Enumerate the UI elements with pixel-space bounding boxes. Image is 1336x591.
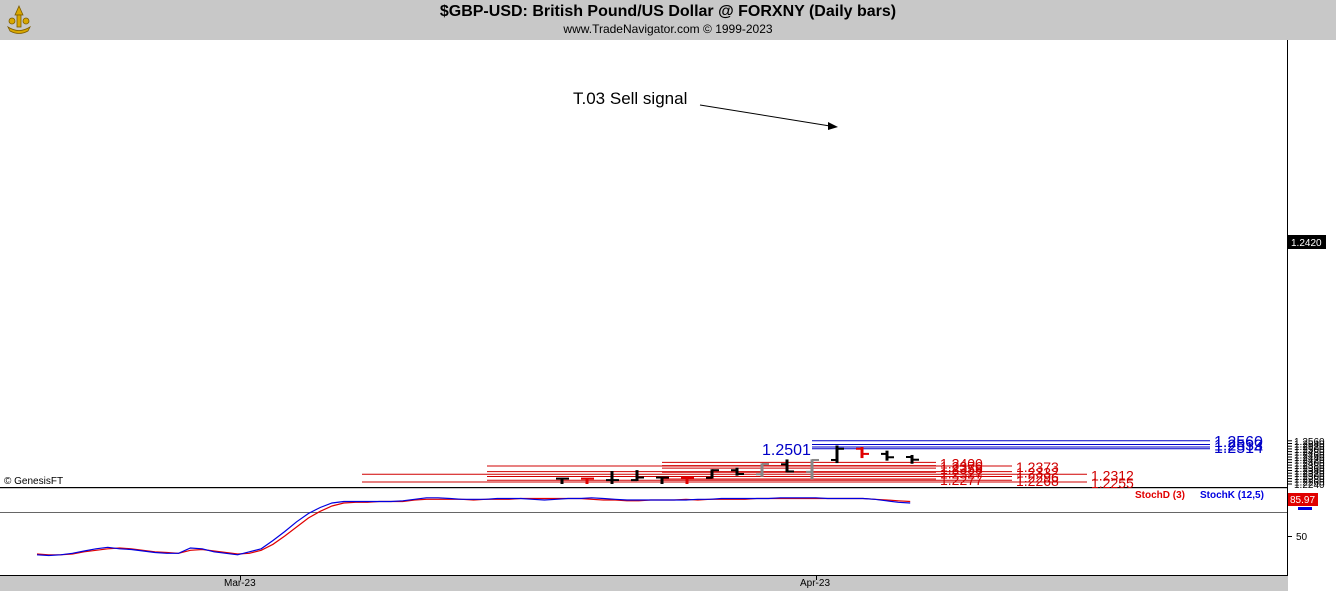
ohlc-bar xyxy=(806,458,819,480)
ohlc-bar xyxy=(756,463,769,477)
chart-header: $GBP-USD: British Pound/US Dollar @ FORX… xyxy=(0,0,1336,40)
ohlc-bar xyxy=(831,445,844,464)
ohlc-bar xyxy=(706,469,719,479)
blue-level-label: 1.2501 xyxy=(762,442,811,459)
price-tick-label: 1.2280 xyxy=(1294,475,1325,486)
ohlc-bar xyxy=(856,447,869,459)
x-label-apr: Apr-23 xyxy=(800,578,830,589)
ohlc-bar xyxy=(631,470,644,482)
price-tick-label: 1.2560 xyxy=(1294,437,1325,448)
price-tick-label: 1.2500 xyxy=(1294,445,1325,456)
price-tick-label: 1.2540 xyxy=(1294,440,1325,451)
price-tick-label: 1.2360 xyxy=(1294,464,1325,475)
red-level-label: 1.2327 xyxy=(940,465,983,481)
stochk-line xyxy=(36,497,911,557)
price-tick-label: 1.2260 xyxy=(1294,477,1325,488)
price-tick-label: 1.2520 xyxy=(1294,442,1325,453)
last-price-label: 1.2420 xyxy=(1291,238,1322,249)
price-tick-label: 1.2440 xyxy=(1294,453,1325,464)
blue-level-label: 1.2514 xyxy=(1214,440,1263,457)
x-label-mar: Mar-23 xyxy=(224,578,256,589)
blue-level-label: 1.2533 xyxy=(1214,437,1263,454)
price-tick-label: 1.2420 xyxy=(1294,456,1325,467)
ohlc-bar xyxy=(781,459,794,473)
red-level-label: 1.2312 xyxy=(1091,467,1134,483)
ohlc-bar xyxy=(556,477,569,484)
ohlc-bar xyxy=(606,471,619,484)
price-tick-label: 1.2300 xyxy=(1294,472,1325,483)
red-level-label: 1.2400 xyxy=(940,455,983,471)
price-tick-label: 1.2320 xyxy=(1294,469,1325,480)
red-level-label: 1.2296 xyxy=(1016,469,1059,485)
red-level-label: 1.2373 xyxy=(1016,459,1059,475)
price-tick-label: 1.2240 xyxy=(1294,480,1325,491)
stoch-last-value: 85.97 xyxy=(1290,495,1315,506)
blue-level-label: 1.2560 xyxy=(1214,434,1263,451)
chart-subtitle: www.TradeNavigator.com © 1999-2023 xyxy=(563,22,773,36)
red-level-label: 1.2268 xyxy=(1016,473,1059,489)
sell-signal-label: T.03 Sell signal xyxy=(573,89,687,108)
red-level-label: 1.2332 xyxy=(1016,465,1059,481)
price-axis-ticks: 1.22401.22601.22801.23001.23201.23401.23… xyxy=(1288,437,1325,491)
sell-signal-annotation: T.03 Sell signal xyxy=(573,89,838,130)
ohlc-bars xyxy=(556,445,919,484)
price-tick-label: 1.2460 xyxy=(1294,450,1325,461)
ohlc-bar xyxy=(881,450,894,461)
copyright-footer: © GenesisFT xyxy=(4,476,63,487)
price-tick-label: 1.2340 xyxy=(1294,467,1325,478)
price-plot-area xyxy=(0,38,1288,487)
red-level-label: 1.2255 xyxy=(1091,475,1134,491)
trade-navigator-logo-icon[interactable] xyxy=(4,3,34,35)
red-level-label: 1.2358 xyxy=(940,461,983,477)
last-price-marker: 1.2420 xyxy=(1288,235,1326,249)
ohlc-bar xyxy=(906,454,919,464)
price-tick-label: 1.2480 xyxy=(1294,448,1325,459)
ohlc-bar xyxy=(681,476,694,484)
indicator-plot-area xyxy=(0,489,1288,575)
red-level-label: 1.2376 xyxy=(940,459,983,475)
stochk-legend: StochK (12,5) xyxy=(1200,490,1264,501)
ohlc-bar xyxy=(656,476,669,484)
stochastic-indicator xyxy=(36,497,911,557)
stochd-legend: StochD (3) xyxy=(1135,490,1185,501)
stoch-y-tick-50: 50 xyxy=(1296,532,1308,543)
ohlc-bar xyxy=(581,477,594,484)
chart-title: $GBP-USD: British Pound/US Dollar @ FORX… xyxy=(439,3,897,20)
ohlc-bar xyxy=(731,467,744,476)
price-tick-label: 1.2400 xyxy=(1294,458,1325,469)
price-tick-label: 1.2380 xyxy=(1294,461,1325,472)
